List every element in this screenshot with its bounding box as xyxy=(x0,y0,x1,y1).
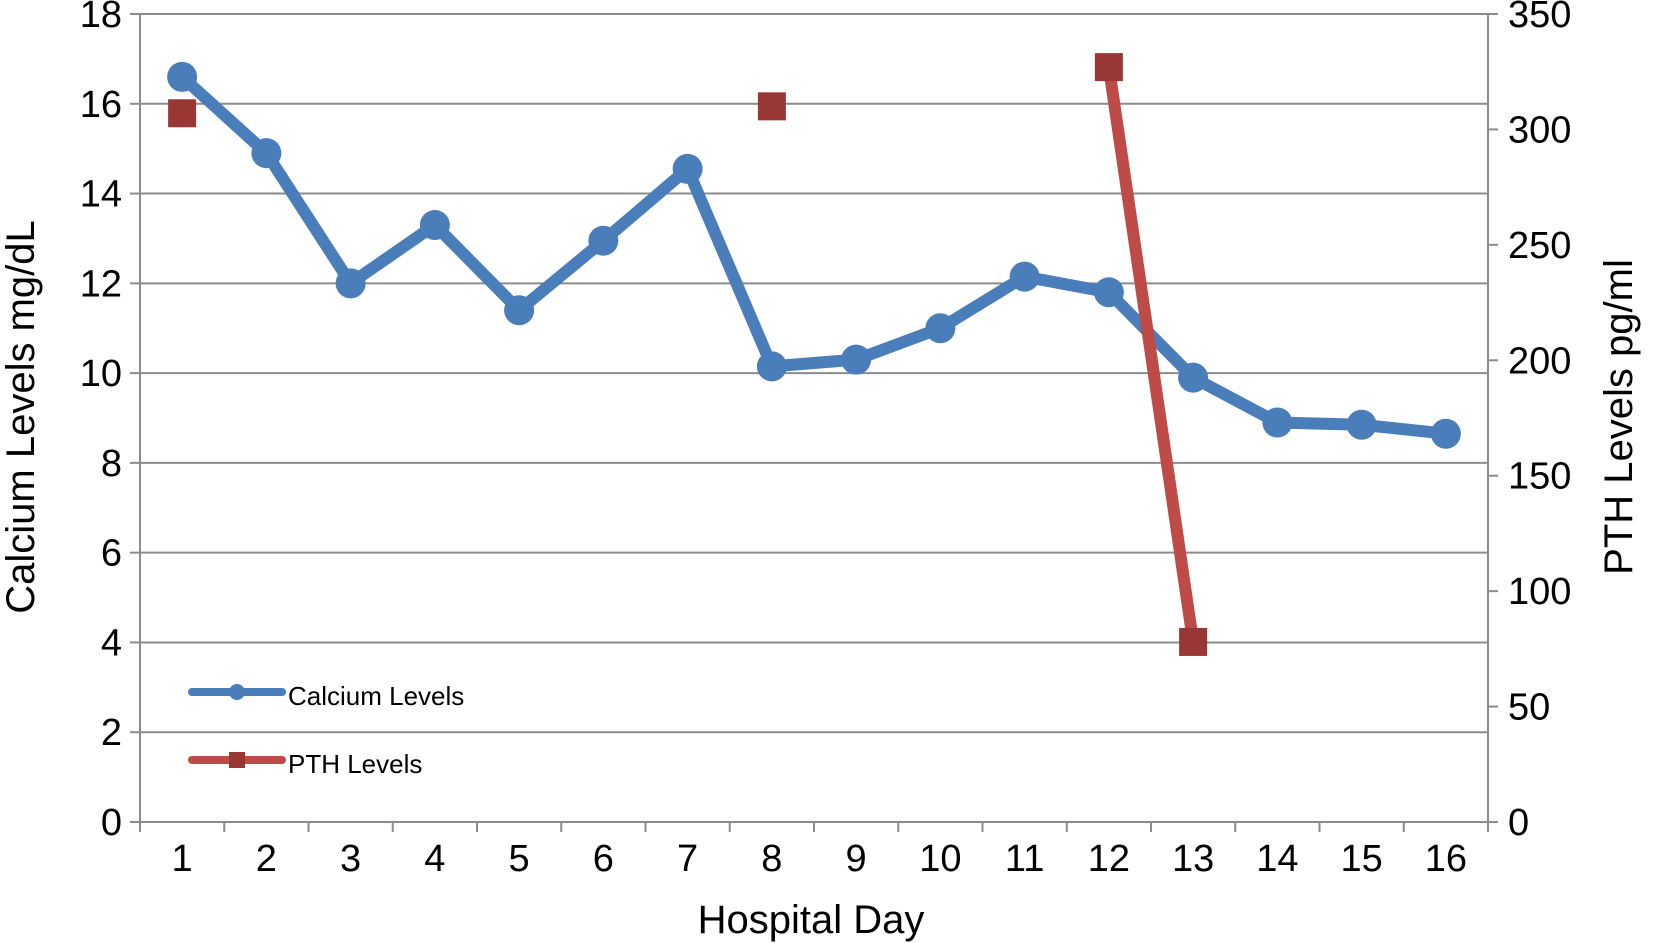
left-tick-label: 2 xyxy=(101,712,122,754)
legend-label-calcium: Calcium Levels xyxy=(288,681,464,711)
x-tick-label: 15 xyxy=(1340,838,1382,880)
right-tick-label: 200 xyxy=(1508,340,1571,382)
calcium-point xyxy=(504,295,535,326)
left-tick-label: 14 xyxy=(80,174,122,216)
x-tick-label: 13 xyxy=(1172,838,1214,880)
right-tick-label: 250 xyxy=(1508,225,1571,267)
x-tick-label: 9 xyxy=(846,838,867,880)
calcium-point xyxy=(167,61,198,92)
calcium-point xyxy=(1178,362,1209,393)
left-tick-label: 10 xyxy=(80,353,122,395)
left-tick-label: 4 xyxy=(101,622,122,664)
x-tick-label: 12 xyxy=(1088,838,1130,880)
left-tick-label: 12 xyxy=(80,263,122,305)
left-tick-label: 6 xyxy=(101,533,122,575)
x-tick-label: 6 xyxy=(593,838,614,880)
series xyxy=(167,53,1461,656)
legend-label-pth: PTH Levels xyxy=(288,749,422,779)
right-y-axis-title: PTH Levels pg/ml xyxy=(1597,259,1641,575)
calcium-point xyxy=(841,344,872,375)
gridlines xyxy=(140,13,1488,734)
right-tick-label: 100 xyxy=(1508,571,1571,613)
left-tick-label: 8 xyxy=(101,443,122,485)
right-tick-label: 350 xyxy=(1508,0,1571,36)
calcium-point xyxy=(588,225,619,256)
legend: Calcium Levels PTH Levels xyxy=(188,681,464,779)
calcium-point xyxy=(1009,261,1040,292)
x-tick-label: 16 xyxy=(1425,838,1467,880)
right-axis-ticks: 0 50 100 150 200 250 300 350 xyxy=(1488,0,1571,844)
legend-marker-calcium xyxy=(229,684,245,700)
left-axis-ticks: 0 2 4 6 8 10 12 14 16 18 xyxy=(80,0,140,844)
calcium-point xyxy=(1262,407,1293,438)
x-tick-label: 1 xyxy=(172,838,193,880)
x-tick-label: 11 xyxy=(1005,838,1044,880)
legend-marker-pth xyxy=(229,752,245,768)
legend-item-calcium: Calcium Levels xyxy=(188,681,464,711)
x-axis-ticks: 1 2 3 4 5 6 7 8 9 10 11 12 13 14 15 16 xyxy=(139,822,1489,880)
calcium-point xyxy=(1346,409,1377,440)
calcium-point xyxy=(756,351,787,382)
pth-point xyxy=(1179,627,1208,656)
x-tick-label: 8 xyxy=(761,838,782,880)
calcium-point xyxy=(335,268,366,299)
x-axis-title: Hospital Day xyxy=(698,898,925,942)
calcium-point xyxy=(251,138,282,169)
right-tick-label: 300 xyxy=(1508,109,1571,151)
pth-series-line xyxy=(1102,61,1200,648)
right-tick-label: 50 xyxy=(1508,687,1550,729)
x-tick-label: 3 xyxy=(340,838,361,880)
calcium-series-line xyxy=(176,70,1452,440)
calcium-point xyxy=(672,153,703,184)
pth-point xyxy=(1094,53,1123,82)
right-tick-label: 0 xyxy=(1508,802,1529,844)
x-tick-label: 4 xyxy=(424,838,445,880)
pth-point xyxy=(757,92,786,121)
calcium-point xyxy=(1093,277,1124,308)
legend-item-pth: PTH Levels xyxy=(188,749,422,779)
x-tick-label: 5 xyxy=(509,838,530,880)
calcium-point xyxy=(419,209,450,240)
left-tick-label: 16 xyxy=(80,84,122,126)
left-tick-label: 0 xyxy=(101,802,122,844)
pth-point xyxy=(168,99,197,128)
right-tick-label: 150 xyxy=(1508,456,1571,498)
left-tick-label: 18 xyxy=(80,0,122,36)
x-tick-label: 7 xyxy=(677,838,698,880)
calcium-point xyxy=(1430,418,1461,449)
left-y-axis-title: Calcium Levels mg/dL xyxy=(0,220,43,614)
x-tick-label: 2 xyxy=(256,838,277,880)
x-tick-label: 10 xyxy=(919,838,961,880)
x-tick-label: 14 xyxy=(1256,838,1298,880)
calcium-point xyxy=(925,313,956,344)
